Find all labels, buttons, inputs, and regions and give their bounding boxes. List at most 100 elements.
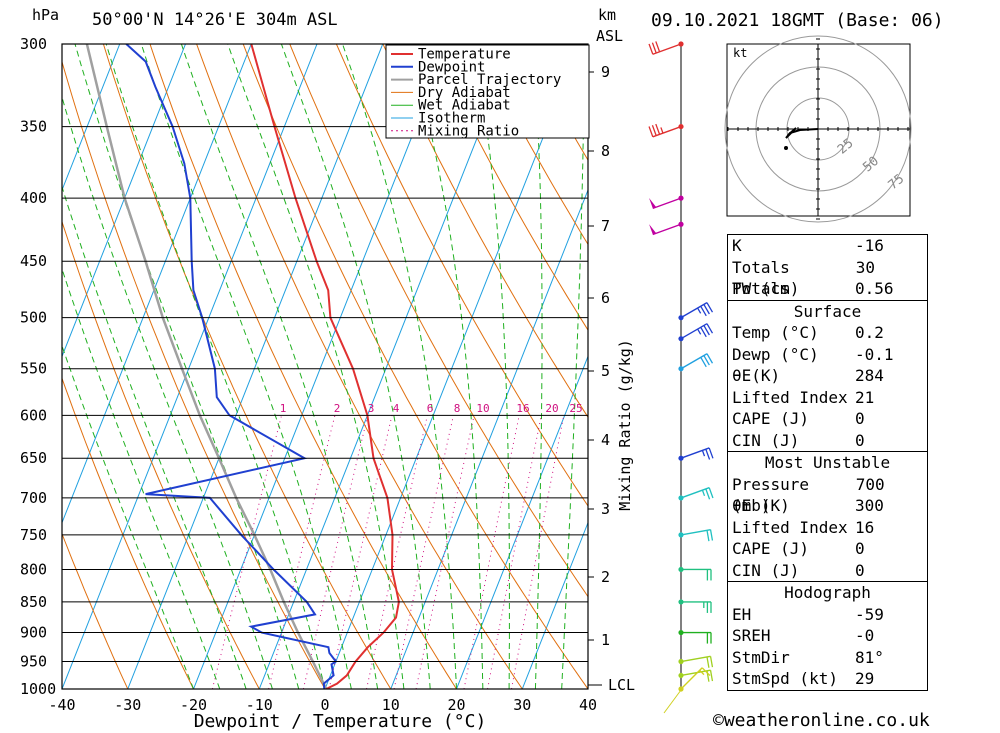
surface-label: θE(K)	[732, 366, 781, 385]
wet-adiabat-line	[532, 44, 543, 689]
most-unstable-row: CAPE (J) 0	[728, 538, 927, 560]
isotherm-line	[258, 44, 515, 689]
basic-row: K -16	[728, 235, 927, 257]
x-axis-label: Dewpoint / Temperature (°C)	[194, 711, 487, 732]
wind-barb	[678, 323, 714, 342]
pressure-tick-label: 1000	[20, 680, 56, 698]
basic-row: PW (cm) 0.56	[728, 278, 927, 300]
pressure-tick-label: 950	[20, 653, 47, 671]
mixing-ratio-value-label: 8	[454, 402, 461, 415]
wind-barb-feather	[655, 41, 661, 53]
pressure-tick-label: 900	[20, 624, 47, 642]
dry-adiabat-line	[382, 44, 588, 419]
surface-row: Dewp (°C) -0.1	[728, 344, 927, 366]
surface-value: 21	[855, 387, 875, 407]
wind-barb-staff	[680, 353, 708, 370]
most-unstable-row: θE (K) 300	[728, 495, 927, 517]
surface-label: CIN (J)	[732, 430, 800, 450]
wind-barb-feather	[708, 447, 714, 459]
wind-barb-dot	[678, 672, 684, 679]
surface-row: CIN (J) 0	[728, 430, 927, 452]
wind-barb-feather	[648, 43, 654, 55]
hodograph-value: -0	[855, 626, 875, 645]
wind-barb	[678, 353, 714, 372]
wind-barb	[678, 667, 711, 692]
wet-adiabat-line	[62, 344, 194, 689]
hodograph-value: -59	[855, 604, 884, 624]
most-unstable-row: Lifted Index 16	[728, 517, 927, 539]
wet-adiabat-line	[280, 44, 431, 689]
surface-value: 0.2	[855, 323, 884, 342]
wind-barb	[678, 599, 712, 613]
mixing-ratio-value-label: 25	[569, 402, 582, 415]
isotherm-line	[456, 355, 588, 689]
wind-barb-feather	[709, 656, 714, 668]
wind-barb	[649, 195, 684, 210]
most-unstable-label: CAPE (J)	[732, 539, 810, 558]
wind-barb-staff	[680, 302, 708, 319]
temperature-tick-label: 20	[447, 696, 465, 714]
mixing-ratio-line	[211, 415, 283, 689]
pressure-tick-label: 650	[20, 449, 47, 467]
stats-panel: K -16 Totals Totals 30 PW (cm) 0.56 Surface T…	[727, 234, 928, 691]
pressure-tick-label: 600	[20, 406, 47, 424]
wind-barb-feather	[701, 489, 706, 497]
basic-indices: K -16 Totals Totals 30 PW (cm) 0.56	[728, 235, 927, 300]
dry-adiabat-line	[942, 44, 1000, 689]
parcel-line	[85, 44, 328, 689]
wind-barb-feather	[651, 125, 657, 136]
wind-barb	[678, 629, 712, 644]
km-tick-label: 6	[601, 289, 610, 307]
legend-entry: Dewpoint	[418, 59, 485, 75]
most-unstable-row: Pressure (mb) 700	[728, 474, 927, 516]
dry-adiabat-line	[62, 532, 129, 689]
wind-barb	[678, 302, 714, 321]
wind-barb-feather	[706, 656, 710, 668]
hodograph-row: StmDir 81°	[728, 647, 927, 669]
most-unstable-title: Most Unstable	[728, 451, 927, 474]
pressure-tick-label: 550	[20, 360, 47, 378]
lcl-label: LCL	[608, 676, 635, 694]
surface-row: Lifted Index 21	[728, 387, 927, 409]
pressure-tick-label: 850	[20, 593, 47, 611]
wind-barb-pennant	[649, 224, 657, 235]
wind-barb-feather	[706, 353, 714, 364]
dry-adiabat-line	[62, 60, 326, 689]
wind-barb-feather	[703, 325, 710, 336]
temperature-tick-label: -30	[114, 696, 141, 714]
temperature-tick-label: 0	[320, 696, 329, 714]
most-unstable-label: CIN (J)	[732, 560, 800, 580]
wind-barb-feather	[697, 328, 702, 335]
pressure-tick-label: 400	[20, 189, 47, 207]
wind-barb-dot	[678, 195, 684, 201]
legend-entry: Dry Adiabat	[418, 85, 511, 101]
copyright-text: ©weatheronline.co.uk	[713, 710, 930, 731]
km-tick-label: 4	[601, 431, 610, 449]
temperature-tick-label: -10	[246, 696, 273, 714]
most-unstable-value: 0	[855, 539, 865, 558]
mixing-ratio-value-label: 10	[476, 402, 489, 415]
hodograph-label: StmSpd (kt)	[732, 669, 838, 688]
mixing-ratio-value-label: 16	[516, 402, 529, 415]
mixing-ratio-value-label: 6	[427, 402, 434, 415]
mixing-ratio-value-label: 1	[280, 402, 287, 415]
wind-barb-feather	[651, 42, 657, 54]
isotherm-line	[62, 44, 318, 689]
km-tick-label: 7	[601, 217, 610, 235]
wind-barb-staff	[652, 197, 682, 210]
temperature-tick-label: -20	[180, 696, 207, 714]
hodograph-indices: EH -59 SREH -0 StmDir 81° StmSpd (kt) 29	[728, 604, 927, 690]
wind-barb	[678, 566, 712, 581]
surface-title: Surface	[728, 299, 927, 323]
wind-barb-staff	[680, 655, 711, 663]
storm-motion-marker	[784, 146, 788, 150]
isotherm-line	[390, 188, 588, 689]
surface-label: Temp (°C)	[732, 323, 819, 342]
wind-barb-staff	[652, 223, 682, 236]
most-unstable-value: 0	[855, 560, 865, 580]
wind-barb-feather	[705, 448, 711, 460]
hodograph-row: EH -59	[728, 604, 927, 626]
most-unstable-indices: Pressure (mb) 700 θE (K) 300 Lifted Index 16 C…	[728, 474, 927, 582]
wind-barb-feather	[706, 530, 710, 542]
